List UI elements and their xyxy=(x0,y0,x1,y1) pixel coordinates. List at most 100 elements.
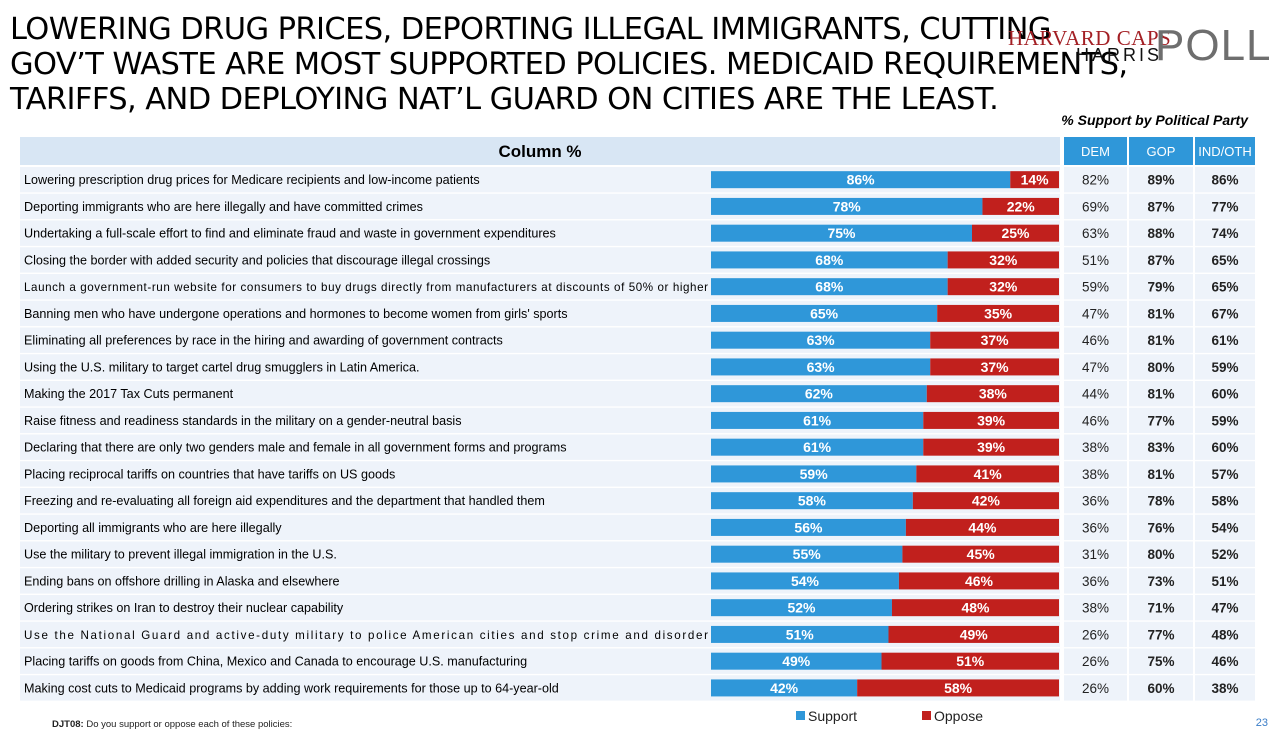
oppose-bar xyxy=(888,625,1059,643)
oppose-bar xyxy=(923,438,1059,456)
party-cell-bg xyxy=(1064,434,1127,460)
support-value-label: 61% xyxy=(803,439,832,455)
party-value-gop: 88% xyxy=(1147,226,1174,241)
party-cell-bg xyxy=(1064,461,1127,487)
legend-swatch-oppose xyxy=(922,711,931,720)
party-cell-bg xyxy=(1195,274,1255,300)
question-text: Do you support or oppose each of these p… xyxy=(86,719,293,730)
oppose-bar xyxy=(881,652,1059,670)
support-value-label: 68% xyxy=(815,252,844,268)
party-cell-bg xyxy=(1195,514,1255,541)
party-value-ind-oth: 60% xyxy=(1211,440,1238,455)
party-value-gop: 81% xyxy=(1147,333,1174,348)
support-bar xyxy=(711,518,906,536)
legend-label-oppose: Oppose xyxy=(934,708,983,724)
support-value-label: 54% xyxy=(791,573,820,589)
party-cell-bg xyxy=(1195,247,1255,273)
support-value-label: 78% xyxy=(833,198,862,214)
party-cell-bg xyxy=(1129,514,1193,541)
policy-label: Using the U.S. military to target cartel… xyxy=(24,360,419,374)
party-cell-bg xyxy=(1129,274,1193,300)
logo-top-text: HARVARD CAPS xyxy=(1008,26,1172,50)
policy-label: Banning men who have undergone operation… xyxy=(24,307,568,321)
party-value-dem: 47% xyxy=(1082,360,1109,375)
party-cell-bg xyxy=(1064,621,1127,648)
support-bar xyxy=(711,679,858,697)
headline-line-2: GOV’T WASTE ARE MOST SUPPORTED POLICIES.… xyxy=(10,47,1128,82)
party-value-dem: 26% xyxy=(1082,681,1109,696)
support-bar xyxy=(711,224,972,242)
oppose-value-label: 49% xyxy=(960,626,989,642)
party-value-ind-oth: 48% xyxy=(1211,627,1238,642)
party-cell-bg xyxy=(1064,193,1127,220)
oppose-value-label: 14% xyxy=(1021,172,1050,188)
party-cell-bg xyxy=(1129,300,1193,327)
party-value-ind-oth: 86% xyxy=(1211,173,1238,188)
party-value-gop: 77% xyxy=(1147,413,1174,428)
policy-label: Use the National Guard and active-duty m… xyxy=(24,629,708,642)
party-value-dem: 47% xyxy=(1082,306,1109,321)
support-value-label: 68% xyxy=(815,279,844,295)
party-value-gop: 60% xyxy=(1147,681,1174,696)
party-value-ind-oth: 59% xyxy=(1211,413,1238,428)
oppose-value-label: 37% xyxy=(981,332,1010,348)
party-value-gop: 89% xyxy=(1147,173,1174,188)
party-cell-bg xyxy=(1195,300,1255,327)
party-cell-bg xyxy=(1129,488,1193,514)
party-value-ind-oth: 67% xyxy=(1211,306,1238,321)
oppose-value-label: 39% xyxy=(977,439,1006,455)
party-value-gop: 83% xyxy=(1147,440,1174,455)
party-value-dem: 26% xyxy=(1082,627,1109,642)
oppose-value-label: 45% xyxy=(967,546,996,562)
party-header-label: IND/OTH xyxy=(1198,144,1251,159)
party-value-dem: 44% xyxy=(1082,387,1109,402)
support-value-label: 51% xyxy=(786,626,815,642)
party-cell-bg xyxy=(1064,488,1127,514)
support-value-label: 55% xyxy=(793,546,822,562)
support-value-label: 49% xyxy=(782,653,811,669)
policy-label: Raise fitness and readiness standards in… xyxy=(24,414,462,428)
party-cell-bg xyxy=(1129,167,1193,193)
logo-poll-text: POLL xyxy=(1155,21,1272,70)
support-bar xyxy=(711,385,927,403)
party-value-dem: 51% xyxy=(1082,253,1109,268)
party-value-gop: 81% xyxy=(1147,306,1174,321)
support-bar xyxy=(711,171,1011,189)
party-cell-bg xyxy=(1129,461,1193,487)
party-value-gop: 81% xyxy=(1147,387,1174,402)
support-value-label: 52% xyxy=(787,600,816,616)
party-header-cell-dem xyxy=(1064,137,1127,165)
oppose-bar xyxy=(947,278,1059,296)
support-value-label: 42% xyxy=(770,680,799,696)
oppose-bar xyxy=(923,411,1059,429)
policy-label: Placing tariffs on goods from China, Mex… xyxy=(24,655,527,669)
party-value-ind-oth: 38% xyxy=(1211,681,1238,696)
support-bar xyxy=(711,652,882,670)
party-value-gop: 78% xyxy=(1147,494,1174,509)
oppose-value-label: 32% xyxy=(989,252,1018,268)
party-value-dem: 36% xyxy=(1082,574,1109,589)
oppose-value-label: 37% xyxy=(981,359,1010,375)
party-value-gop: 77% xyxy=(1147,627,1174,642)
oppose-value-label: 25% xyxy=(1001,225,1030,241)
party-cell-bg xyxy=(1195,541,1255,567)
party-cell-bg xyxy=(1064,274,1127,300)
support-bar xyxy=(711,331,931,349)
support-value-label: 59% xyxy=(800,466,829,482)
party-cell-bg xyxy=(1129,327,1193,353)
party-cell-bg xyxy=(1064,220,1127,246)
policy-label: Making cost cuts to Medicaid programs by… xyxy=(24,681,559,695)
party-cell-bg xyxy=(1129,541,1193,567)
party-cell-bg xyxy=(1195,407,1255,434)
support-value-label: 65% xyxy=(810,305,839,321)
oppose-bar xyxy=(916,465,1059,483)
policy-label: Declaring that there are only two gender… xyxy=(24,441,567,455)
party-value-ind-oth: 54% xyxy=(1211,520,1238,535)
support-bar xyxy=(711,492,913,510)
party-value-dem: 46% xyxy=(1082,333,1109,348)
oppose-value-label: 32% xyxy=(989,279,1018,295)
party-value-ind-oth: 51% xyxy=(1211,574,1238,589)
party-cell-bg xyxy=(1064,247,1127,273)
column-header-label: Column % xyxy=(498,142,581,161)
party-value-dem: 82% xyxy=(1082,173,1109,188)
